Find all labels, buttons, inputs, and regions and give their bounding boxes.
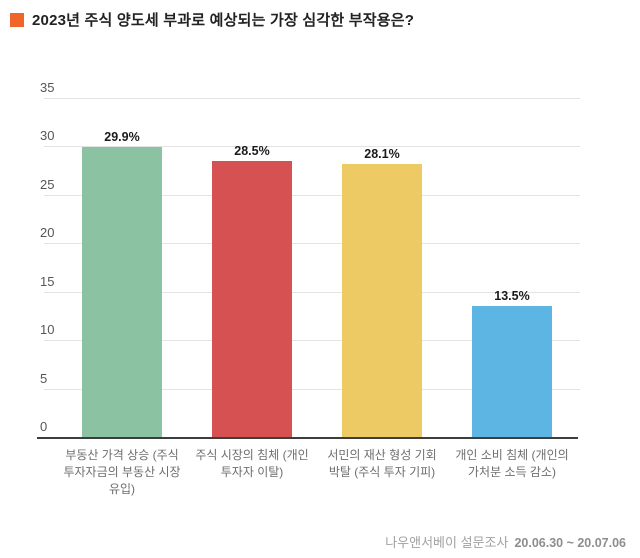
y-axis-tick-label-5: 5 bbox=[40, 370, 48, 386]
y-axis-tick-label-25: 25 bbox=[40, 176, 55, 192]
gridline-20 bbox=[44, 243, 580, 244]
x-category-label-4: 개인 소비 침체 (개인의 가처분 소득 감소) bbox=[455, 448, 569, 479]
gridline-30 bbox=[44, 146, 580, 147]
x-category-label-3: 서민의 재산 형성 기회 박탈 (주식 투자 기피) bbox=[327, 448, 437, 479]
y-axis-tick-label-20: 20 bbox=[40, 225, 55, 240]
x-axis-line bbox=[37, 437, 578, 439]
gridline-5 bbox=[44, 388, 580, 390]
bar-value-label-2: 28.5% bbox=[234, 143, 270, 158]
bar-1 bbox=[82, 147, 162, 437]
footer-source-label: 나우앤서베이 설문조사 bbox=[385, 535, 509, 550]
y-axis-tick-label-10: 10 bbox=[40, 322, 55, 337]
footer-survey-period: 20.06.30 ~ 20.07.06 bbox=[514, 536, 626, 550]
bar-value-label-4: 13.5% bbox=[494, 289, 530, 304]
x-category-label-1: 부동산 가격 상승 (주식 투자자금의 부동산 시장 유입) bbox=[63, 448, 181, 496]
bar-3 bbox=[342, 164, 422, 437]
x-category-label-2: 주식 시장의 침체 (개인 투자자 이탈) bbox=[195, 448, 309, 479]
gridline-25 bbox=[44, 194, 580, 196]
chart-footer: 나우앤서베이 설문조사 20.06.30 ~ 20.07.06 bbox=[385, 532, 626, 551]
gridline-15 bbox=[44, 291, 580, 293]
title-bullet-square bbox=[10, 12, 24, 27]
y-axis-tick-label-35: 35 bbox=[40, 79, 55, 95]
gridline-35 bbox=[44, 97, 580, 99]
gridline-10 bbox=[44, 340, 580, 341]
chart-header: 2023년 주식 양도세 부과로 예상되는 가장 심각한 부작용은? bbox=[10, 9, 630, 30]
bar-2 bbox=[212, 160, 292, 437]
y-axis-tick-label-30: 30 bbox=[40, 128, 55, 143]
page-title: 2023년 주식 양도세 부과로 예상되는 가장 심각한 부작용은? bbox=[32, 12, 415, 29]
y-axis-tick-label-15: 15 bbox=[40, 273, 55, 289]
bar-value-label-3: 28.1% bbox=[364, 147, 400, 162]
bar-4 bbox=[472, 306, 552, 437]
y-axis-tick-label-0: 0 bbox=[40, 419, 48, 434]
bar-value-label-1: 29.9% bbox=[104, 130, 140, 144]
